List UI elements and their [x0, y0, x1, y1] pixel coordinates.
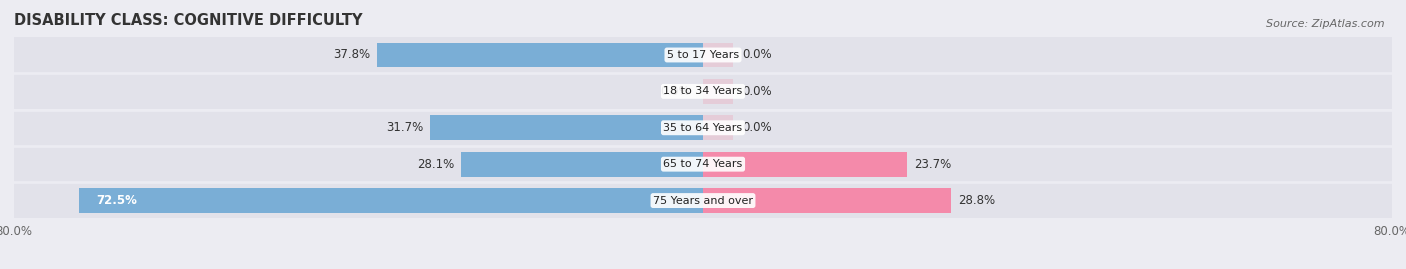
Bar: [461, 152, 703, 176]
Text: DISABILITY CLASS: COGNITIVE DIFFICULTY: DISABILITY CLASS: COGNITIVE DIFFICULTY: [14, 13, 363, 28]
Text: Source: ZipAtlas.com: Source: ZipAtlas.com: [1267, 19, 1385, 29]
Text: 35 to 64 Years: 35 to 64 Years: [664, 123, 742, 133]
Bar: [79, 188, 703, 213]
Text: 0.0%: 0.0%: [742, 85, 772, 98]
Bar: [14, 110, 1392, 146]
Text: 31.7%: 31.7%: [385, 121, 423, 134]
Text: 0.0%: 0.0%: [661, 85, 690, 98]
Text: 23.7%: 23.7%: [914, 158, 952, 171]
Bar: [703, 188, 950, 213]
Bar: [703, 79, 733, 104]
Bar: [703, 115, 733, 140]
Bar: [703, 152, 907, 176]
Bar: [14, 183, 1392, 218]
Text: 75 Years and over: 75 Years and over: [652, 196, 754, 206]
Bar: [703, 43, 733, 67]
Text: 28.8%: 28.8%: [957, 194, 995, 207]
Text: 28.1%: 28.1%: [416, 158, 454, 171]
Bar: [377, 43, 703, 67]
Bar: [14, 37, 1392, 73]
Text: 0.0%: 0.0%: [742, 48, 772, 62]
Text: 18 to 34 Years: 18 to 34 Years: [664, 86, 742, 96]
Text: 65 to 74 Years: 65 to 74 Years: [664, 159, 742, 169]
Text: 72.5%: 72.5%: [96, 194, 136, 207]
Bar: [430, 115, 703, 140]
Text: 37.8%: 37.8%: [333, 48, 371, 62]
Text: 0.0%: 0.0%: [742, 121, 772, 134]
Text: 5 to 17 Years: 5 to 17 Years: [666, 50, 740, 60]
Bar: [14, 146, 1392, 182]
Bar: [14, 73, 1392, 109]
